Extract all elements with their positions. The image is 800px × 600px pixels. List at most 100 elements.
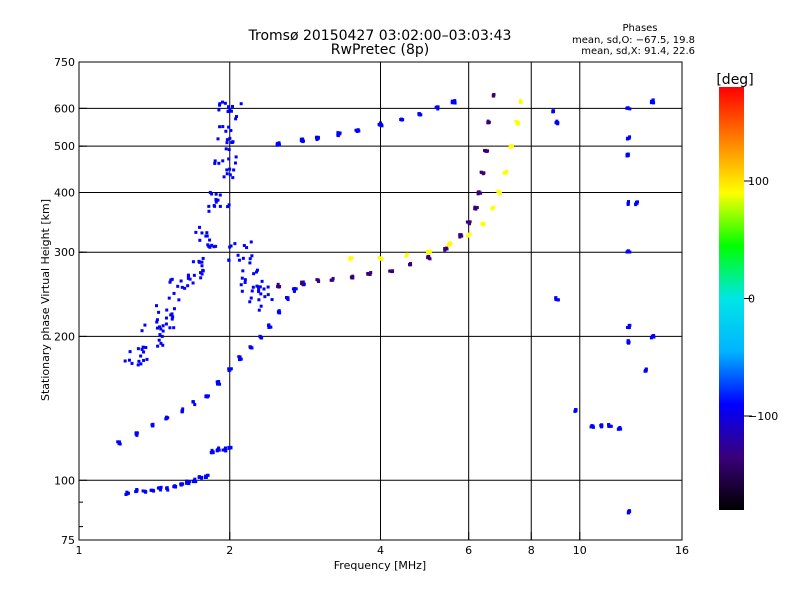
echo-point [236, 253, 240, 257]
echo-point [627, 511, 631, 515]
echo-point [652, 335, 656, 339]
echo-point [249, 296, 253, 300]
echo-point [136, 363, 140, 367]
echo-point [348, 258, 352, 262]
echo-point [229, 244, 233, 248]
echo-point [123, 359, 127, 363]
echo-point [221, 125, 225, 129]
echo-point [155, 326, 159, 330]
echo-point [218, 125, 222, 129]
echo-point [357, 129, 361, 133]
echo-point [257, 285, 261, 289]
echo-point [227, 125, 231, 129]
echo-point [227, 258, 231, 262]
echo-point [625, 250, 629, 254]
echo-point [248, 261, 252, 265]
echo-point [600, 423, 604, 427]
echo-point [194, 480, 198, 484]
echo-point [234, 155, 238, 159]
echo-point [207, 209, 211, 213]
echo-point [509, 145, 513, 149]
echo-point [257, 308, 261, 312]
echo-point [223, 101, 227, 105]
y-tick-label: 600 [54, 102, 75, 115]
echo-point [172, 326, 176, 330]
echo-point [277, 141, 281, 145]
echo-point [224, 449, 228, 453]
echo-point [144, 346, 148, 350]
echo-point [607, 423, 611, 427]
echo-point [225, 172, 229, 176]
echo-point [187, 479, 191, 483]
echo-point [436, 107, 440, 111]
echo-point [468, 220, 472, 224]
echo-point [628, 107, 632, 111]
echo-point [199, 271, 203, 275]
echo-point [127, 358, 131, 362]
echo-point [243, 278, 247, 282]
echo-point [626, 106, 630, 110]
echo-point [242, 244, 246, 248]
echo-point [652, 101, 656, 105]
echo-point [218, 204, 222, 208]
echo-point [186, 284, 190, 288]
echo-point [159, 341, 163, 345]
echo-point [473, 205, 477, 209]
echo-point [443, 247, 447, 251]
y-tick-label: 750 [54, 56, 75, 69]
echo-point [145, 357, 149, 361]
echo-point [199, 276, 203, 280]
echo-point [217, 448, 221, 452]
echo-point [243, 280, 247, 284]
echo-point [215, 449, 219, 453]
echo-point [226, 205, 230, 209]
echo-point [198, 238, 202, 242]
stats-heading: Phases [622, 23, 657, 34]
echo-point [157, 325, 161, 329]
echo-point [444, 246, 448, 250]
echo-point [465, 234, 469, 238]
echo-point [554, 296, 558, 300]
echo-point [200, 272, 204, 276]
echo-point [158, 333, 162, 337]
echo-point [135, 433, 139, 437]
echo-point [257, 290, 261, 294]
echo-point [199, 476, 203, 480]
echo-point [643, 369, 647, 373]
y-tick-label: 500 [54, 140, 75, 153]
echo-point [476, 192, 480, 196]
echo-point [293, 287, 297, 291]
echo-point [466, 220, 470, 224]
echo-point [635, 200, 639, 204]
echo-point [181, 407, 185, 411]
echo-point [223, 447, 227, 451]
echo-point [217, 108, 221, 112]
grid [79, 62, 682, 540]
echo-point [259, 304, 263, 308]
echo-point [277, 310, 281, 314]
echo-point [141, 345, 145, 349]
echo-point [378, 121, 382, 125]
echo-point [203, 475, 207, 479]
echo-point [212, 245, 216, 249]
stats-line-x: mean, sd,X: 91.4, 22.6 [581, 46, 695, 57]
echo-point [136, 347, 140, 351]
echo-point [166, 488, 170, 492]
echo-point [161, 324, 165, 328]
echo-point [482, 171, 486, 175]
echo-point [450, 99, 454, 103]
echo-point [218, 193, 222, 197]
echo-point [193, 403, 197, 407]
echo-point [467, 232, 471, 236]
echo-point [249, 346, 253, 350]
echo-point [210, 192, 214, 196]
echo-point [224, 129, 228, 133]
echo-point [276, 282, 280, 286]
echo-point [155, 304, 159, 308]
echo-point [194, 230, 198, 234]
echo-point [188, 277, 192, 281]
echo-point [198, 225, 202, 229]
echo-point [626, 137, 630, 141]
echo-point [208, 190, 212, 194]
